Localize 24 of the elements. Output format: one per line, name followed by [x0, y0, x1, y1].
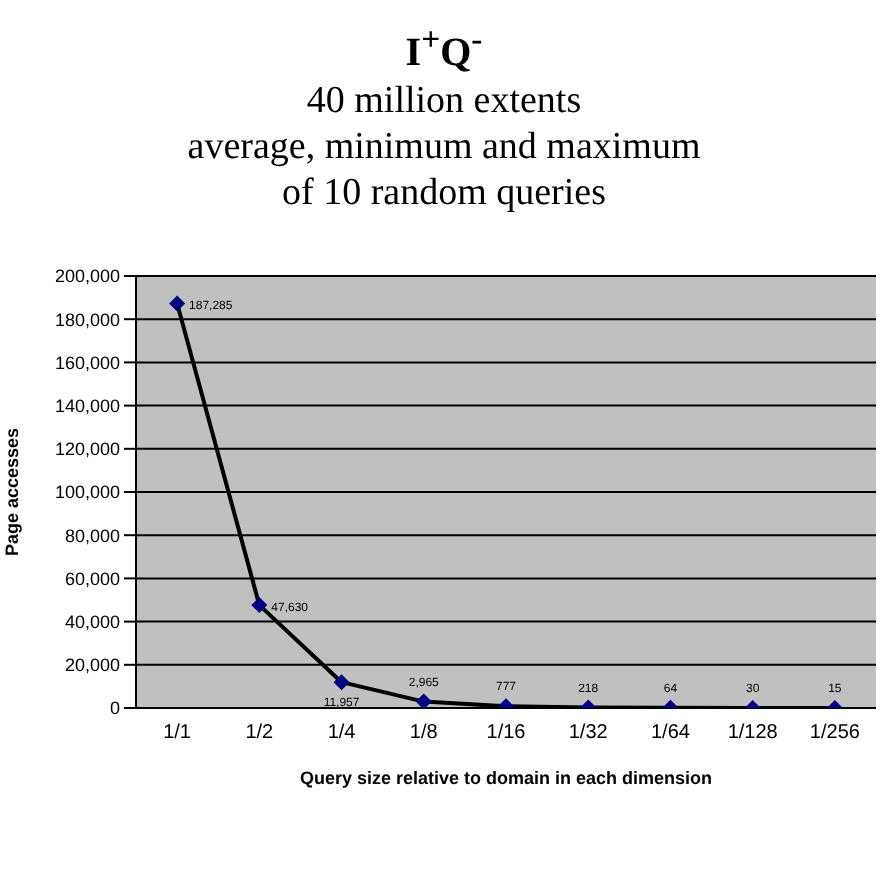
x-tick-label: 1/32 [568, 721, 609, 744]
x-tick-label: 1/2 [245, 721, 275, 744]
x-axis-title: Query size relative to domain in each dimension [299, 767, 713, 788]
x-tick-label: 1/1 [163, 721, 192, 744]
y-tick-label: 180,000 [54, 308, 120, 329]
y-tick-label: 100,000 [54, 481, 120, 502]
chart-title: I$^{+}$Q$^{-}$ [403, 18, 485, 78]
y-tick-label: 80,000 [64, 524, 120, 545]
chart-subtitle: 40 million extents average, minimum and maximum of 10 random queries [185, 77, 703, 216]
y-tick-label: 140,000 [54, 395, 120, 416]
x-tick-label: 1/256 [809, 721, 861, 744]
y-tick-label: 160,000 [54, 352, 120, 373]
y-tick-label: 40,000 [64, 611, 120, 632]
y-tick-label: 200,000 [54, 265, 120, 286]
x-tick-label: 1/64 [650, 721, 691, 744]
x-tick-label: 1/4 [327, 721, 357, 744]
y-tick-label: 120,000 [54, 438, 120, 459]
y-tick-label: 20,000 [64, 654, 120, 675]
y-tick-label: 0 [109, 697, 120, 718]
x-tick-label: 1/128 [727, 721, 779, 744]
x-tick-label: 1/8 [409, 721, 439, 744]
y-axis-title: Page accesses [2, 427, 23, 556]
y-tick-label: 60,000 [64, 568, 120, 589]
x-tick-label: 1/16 [486, 721, 527, 744]
